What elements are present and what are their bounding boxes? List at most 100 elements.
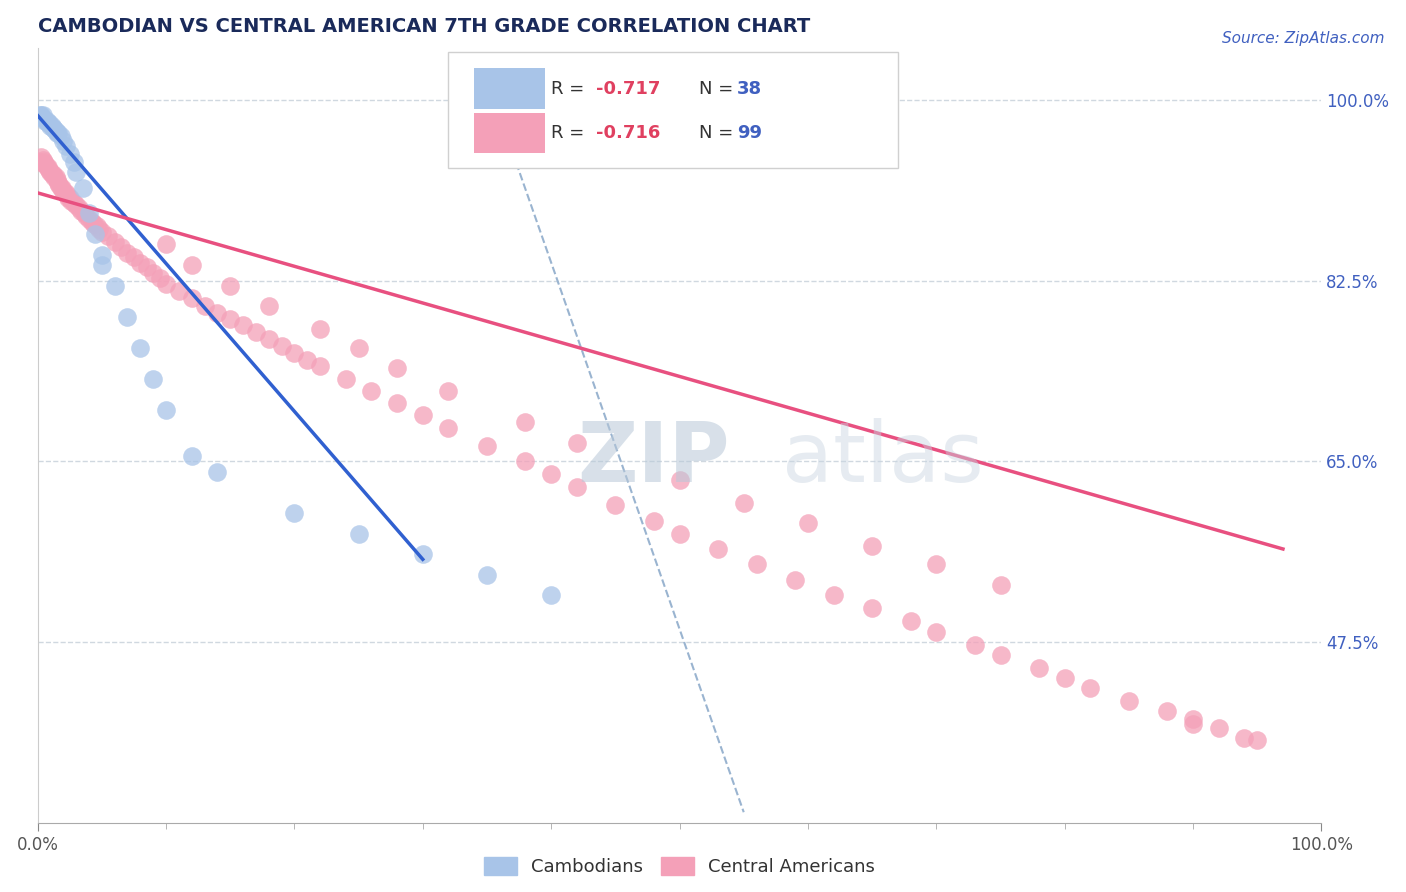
Point (84, 227, 107, 241)
Point (83, 217, 105, 231)
Point (232, 318, 254, 332)
Point (155, 237, 177, 252)
Point (30, 108, 52, 122)
Point (565, 435, 588, 450)
Text: R =: R = (551, 124, 591, 142)
Point (67, 202, 90, 216)
Point (148, 270, 170, 285)
Point (309, 359, 332, 374)
Text: N =: N = (699, 124, 738, 142)
Point (963, 638, 986, 652)
Point (1028, 661, 1050, 675)
Point (30, 108, 52, 122)
Point (1053, 671, 1076, 685)
Point (32, 154, 55, 169)
Point (44, 170, 66, 185)
Point (155, 402, 177, 417)
Point (155, 277, 177, 291)
Point (990, 578, 1012, 592)
Point (129, 256, 152, 270)
Point (1080, 681, 1102, 696)
Text: -0.717: -0.717 (596, 80, 661, 98)
Point (104, 235, 127, 250)
Point (32, 112, 55, 126)
Point (385, 396, 408, 410)
Point (167, 284, 190, 298)
Point (31, 153, 53, 167)
Point (360, 384, 382, 398)
Point (59, 194, 82, 208)
Point (90, 248, 112, 262)
Point (823, 589, 845, 603)
Point (35, 160, 58, 174)
Point (129, 341, 152, 355)
Text: Source: ZipAtlas.com: Source: ZipAtlas.com (1222, 31, 1385, 46)
Point (283, 346, 305, 360)
Point (46, 176, 69, 190)
Point (72, 180, 94, 194)
Legend: Cambodians, Central Americans: Cambodians, Central Americans (477, 849, 882, 883)
Point (49, 129, 72, 144)
Point (117, 245, 139, 260)
Point (347, 341, 370, 355)
Point (122, 250, 145, 264)
Point (309, 322, 332, 336)
Point (45, 126, 67, 140)
Point (605, 498, 627, 512)
Point (51, 180, 73, 194)
Point (77, 211, 100, 226)
Point (37, 116, 59, 130)
Point (668, 526, 690, 541)
Point (56, 188, 79, 202)
Point (180, 291, 202, 305)
Point (52, 184, 75, 198)
Point (219, 278, 242, 293)
Point (668, 473, 690, 487)
Point (46, 126, 69, 140)
Point (783, 573, 806, 587)
Point (207, 465, 229, 479)
Point (180, 258, 202, 272)
Point (1182, 712, 1205, 726)
Point (104, 278, 127, 293)
Point (45, 170, 67, 185)
Point (39, 165, 62, 179)
Point (52, 134, 75, 148)
Point (117, 310, 139, 324)
Point (45, 124, 67, 138)
Point (49, 180, 72, 194)
Point (257, 300, 280, 314)
Point (475, 439, 498, 453)
Point (437, 421, 460, 435)
Point (37, 160, 59, 174)
Point (283, 506, 305, 520)
Point (42, 120, 65, 135)
Point (990, 648, 1012, 663)
Point (297, 353, 319, 368)
Point (30, 150, 52, 164)
Point (73, 206, 96, 220)
Point (515, 415, 537, 429)
Point (38, 163, 60, 178)
Point (135, 260, 157, 275)
Text: 38: 38 (737, 80, 762, 98)
Point (41, 119, 63, 133)
FancyBboxPatch shape (474, 69, 544, 109)
Point (59, 146, 82, 161)
Point (142, 266, 165, 280)
Text: atlas: atlas (782, 418, 984, 500)
Point (412, 547, 434, 561)
Point (1246, 733, 1268, 747)
Point (207, 305, 229, 319)
Point (925, 624, 948, 639)
Point (65, 198, 87, 212)
Point (89, 222, 111, 236)
Point (62, 196, 84, 211)
Point (38, 116, 60, 130)
Point (1182, 717, 1205, 731)
Point (385, 361, 408, 376)
Point (180, 449, 202, 463)
Point (347, 526, 370, 541)
Point (97, 229, 120, 244)
Point (797, 516, 820, 531)
